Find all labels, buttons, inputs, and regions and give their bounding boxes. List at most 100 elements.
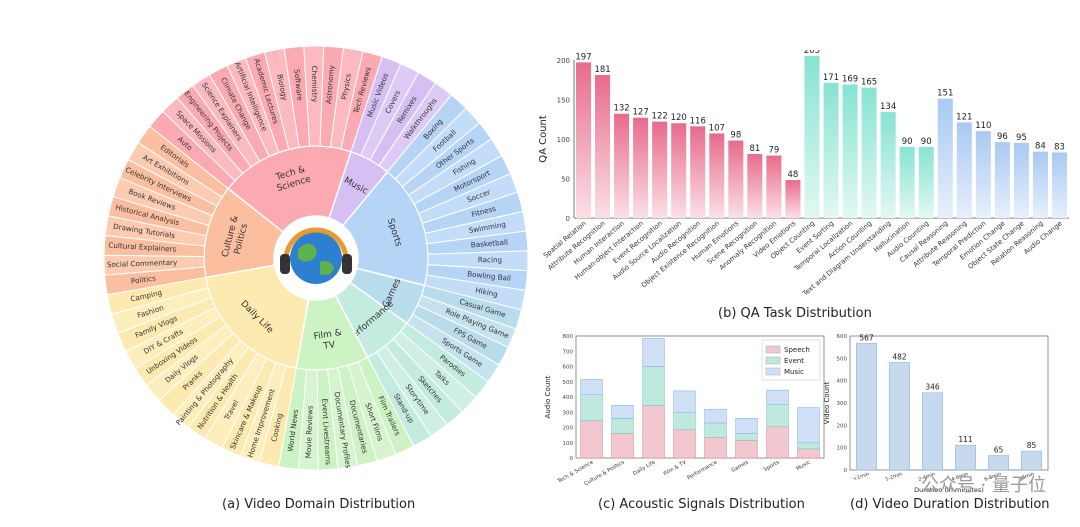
acoustic-signals-title: (c) Acoustic Signals Distribution	[598, 497, 805, 512]
qa-value-label: 151	[937, 89, 953, 99]
duration-value-label: 567	[859, 333, 874, 342]
qa-value-label: 107	[709, 123, 725, 133]
y-tick-label: 150	[557, 97, 570, 105]
subdomain-label-astronomy: Astronomy	[324, 64, 336, 104]
acoustic-bar-music-speech	[797, 448, 820, 459]
globe-land	[298, 243, 317, 262]
qa-value-label: 165	[861, 78, 877, 88]
duration-bar-6-8min	[988, 455, 1009, 471]
qa-value-label: 81	[749, 144, 760, 154]
qa-value-label: 48	[788, 170, 799, 180]
subdomain-label-hiking: Hiking	[475, 286, 499, 299]
headphone-left-cup	[280, 254, 290, 274]
y-tick-label: 600	[837, 334, 848, 340]
y-tick-label: 600	[563, 365, 574, 371]
subdomain-label-cultural-explainers: Cultural Explainers	[108, 241, 177, 254]
y-tick-label: 0	[566, 215, 570, 223]
acoustic-bar-sports-speech	[766, 426, 789, 459]
qa-task-chart: 0 50 100 150 200 QA Count 197 Spatial Relation 1…	[532, 46, 1077, 312]
qa-bar-object-existence-recognition	[709, 133, 725, 218]
subdomain-label-chemistry: Chemistry	[310, 66, 319, 104]
qa-bar-temporal-prediction	[975, 131, 991, 218]
duration-bar-2-4min	[922, 392, 943, 471]
duration-value-label: 85	[1027, 441, 1037, 450]
y-tick-label: 700	[563, 349, 574, 355]
acoustic-bar-film-tv-event	[673, 411, 696, 431]
y-tick-label: 50	[561, 176, 570, 184]
plot-frame	[849, 335, 1049, 471]
subdomain-label-social-commentary: Social Commentary	[107, 258, 178, 269]
video-duration-chart: 0 100 200 300 400 500 600 Video Count 567 <1min 48…	[820, 328, 1060, 498]
legend-swatch-event	[765, 356, 781, 365]
acoustic-bar-games-event	[735, 433, 758, 441]
acoustic-bar-sports-music	[766, 389, 789, 405]
subdomain-label-basketball: Basketball	[470, 237, 508, 249]
qa-bar-text-and-diagram-understanding	[880, 112, 896, 218]
qa-value-label: 90	[902, 137, 913, 147]
duration-bar-1-2min	[889, 362, 910, 471]
qa-value-label: 84	[1035, 142, 1046, 152]
y-tick-label: 500	[563, 380, 574, 386]
domain-label-line: TV	[322, 340, 337, 352]
y-tick-label: 200	[557, 57, 570, 65]
y-tick-label: 400	[563, 395, 574, 401]
qa-value-label: 132	[613, 104, 629, 114]
qa-value-label: 79	[768, 146, 779, 156]
qa-bar-object-counting	[804, 56, 820, 218]
acoustic-bar-games-speech	[735, 440, 758, 459]
qa-bar-audio-recognition	[690, 126, 706, 218]
subdomain-label-racing: Racing	[478, 255, 502, 264]
y-tick-label: 100	[557, 136, 570, 144]
duration-category-label: 4-6min	[951, 471, 970, 483]
duration-category-label: >8min	[1017, 471, 1035, 482]
acoustic-bar-performance-music	[704, 408, 727, 424]
qa-bar-causal-reasoning	[937, 98, 953, 218]
domain-label-film-tv: Film &TV	[313, 328, 344, 353]
acoustic-bar-tech-science-music	[580, 379, 603, 396]
acoustic-category-label: Performance	[686, 460, 718, 482]
subdomain-label-movie-reviews: Movie Reviews	[304, 405, 315, 458]
y-tick-label: 200	[563, 426, 574, 432]
qa-value-label: 95	[1016, 133, 1027, 143]
qa-value-label: 110	[975, 121, 991, 131]
y-axis-label: Video Count	[823, 381, 831, 424]
qa-value-label: 205	[804, 50, 820, 56]
acoustic-category-label: Film & TV	[663, 459, 688, 477]
acoustic-bar-tech-science-speech	[580, 420, 603, 459]
acoustic-category-label: Music	[795, 459, 811, 472]
y-tick-label: 100	[837, 446, 848, 452]
acoustic-bar-culture-politics-speech	[611, 433, 634, 459]
qa-bar-audio-counting	[918, 146, 934, 218]
duration-value-label: 65	[994, 445, 1004, 454]
acoustic-bar-film-tv-speech	[673, 429, 696, 459]
qa-bar-human-interaction	[614, 113, 630, 218]
duration-bar-1min	[856, 343, 877, 471]
qa-value-label: 98	[730, 131, 741, 141]
qa-value-label: 127	[633, 108, 649, 118]
acoustic-bar-daily-life-event	[642, 366, 665, 406]
acoustic-category-label: Sports	[763, 459, 781, 473]
qa-bar-audio-change	[1051, 152, 1067, 218]
y-tick-label: 300	[563, 410, 574, 416]
headphone-band	[283, 227, 349, 261]
qa-value-label: 121	[956, 112, 972, 122]
video-domain-title: (a) Video Domain Distribution	[222, 497, 416, 512]
qa-bar-hallucination	[899, 146, 915, 218]
qa-task-title: (b) QA Task Distribution	[718, 306, 872, 321]
qa-bar-temporal-localization	[842, 84, 858, 218]
duration-bar-4-6min	[955, 444, 976, 471]
qa-bar-audio-source-localization	[671, 123, 687, 218]
acoustic-bar-music-event	[797, 442, 820, 450]
y-tick-label: 100	[563, 441, 574, 447]
qa-bar-action-counting	[861, 87, 877, 219]
y-tick-label: 0	[844, 468, 848, 474]
qa-bar-video-emotions	[785, 180, 801, 218]
qa-value-label: 122	[652, 112, 668, 122]
y-tick-label: 400	[837, 379, 848, 385]
domain-label-line: Film &	[313, 328, 342, 342]
acoustic-bar-games-music	[735, 418, 758, 434]
video-duration-title: (d) Video Duration Distribution	[850, 497, 1050, 512]
legend-label-speech: Speech	[784, 346, 810, 354]
y-axis-label: QA Count	[538, 115, 549, 163]
